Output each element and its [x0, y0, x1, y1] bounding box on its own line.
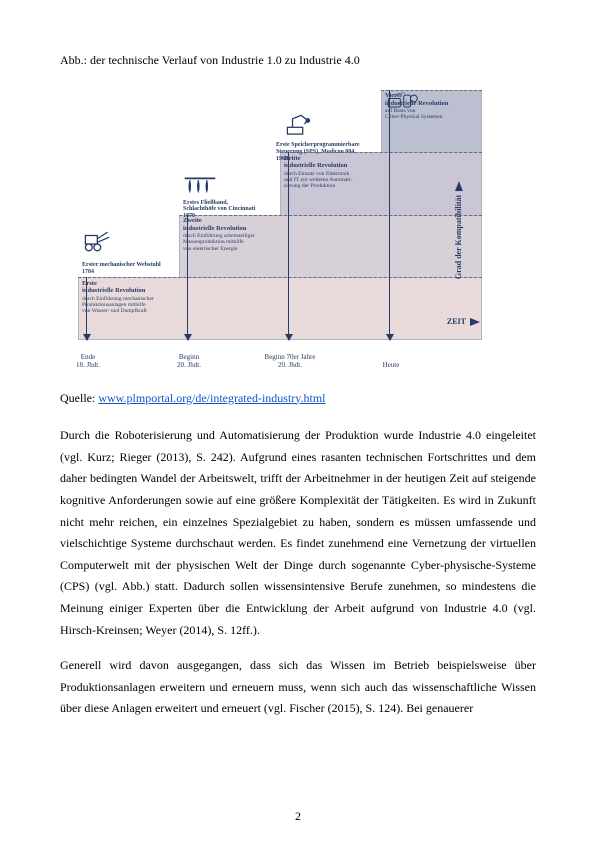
source-link[interactable]: www.plmportal.org/de/integrated-industry…: [98, 391, 325, 405]
arrow-right-icon: [470, 318, 480, 326]
source-label: Quelle:: [60, 391, 98, 405]
era-icon-1: [82, 227, 116, 251]
step-dash-3: [280, 152, 482, 153]
x-tick-1: Ende18. Jhdt.: [76, 354, 100, 369]
drop-arrow-2: [187, 215, 188, 340]
drop-arrow-1: [86, 277, 87, 340]
x-axis-text: ZEIT: [447, 315, 466, 329]
step-dash-4: [381, 90, 482, 91]
y-axis-text: Grad der Kompatibilität: [452, 194, 466, 278]
drop-arrow-3: [288, 152, 289, 340]
body-paragraph-2: Generell wird davon ausgegangen, dass si…: [60, 655, 536, 720]
x-axis-label: ZEIT: [447, 315, 480, 329]
step-dash-2: [179, 215, 482, 216]
figure-source: Quelle: www.plmportal.org/de/integrated-…: [60, 388, 536, 410]
body-paragraph-1: Durch die Roboterisierung und Automatisi…: [60, 425, 536, 641]
arrow-up-icon: [455, 180, 463, 190]
figure-caption: Abb.: der technische Verlauf von Industr…: [60, 50, 536, 72]
industry-4-timeline-chart: Ersteindustrielle Revolutiondurch Einfüh…: [70, 90, 510, 370]
chart-plot-area: Ersteindustrielle Revolutiondurch Einfüh…: [78, 90, 482, 340]
drop-arrow-4: [389, 90, 390, 340]
event-label-2: Erstes Fließband,Schlachthöfe von Cincin…: [183, 200, 316, 221]
x-tick-3: Beginn 70er Jahre20. Jhdt.: [265, 354, 316, 369]
document-page: Abb.: der technische Verlauf von Industr…: [0, 0, 596, 842]
step-dash-1: [78, 277, 482, 278]
revolution-text-1: Ersteindustrielle Revolutiondurch Einfüh…: [82, 280, 207, 315]
y-axis-label: Grad der Kompatibilität: [452, 180, 466, 278]
era-icon-2: [183, 175, 217, 199]
revolution-text-2: Zweiteindustrielle Revolutiondurch Einfü…: [183, 217, 308, 252]
event-label-1: Erster mechanischer Webstuhl1784: [82, 262, 215, 276]
x-tick-4: Heute: [383, 362, 400, 370]
era-icon-3: [284, 112, 318, 136]
page-number: 2: [0, 806, 596, 828]
era-icon-4: [385, 90, 419, 114]
x-tick-2: Beginn20. Jhdt.: [177, 354, 201, 369]
